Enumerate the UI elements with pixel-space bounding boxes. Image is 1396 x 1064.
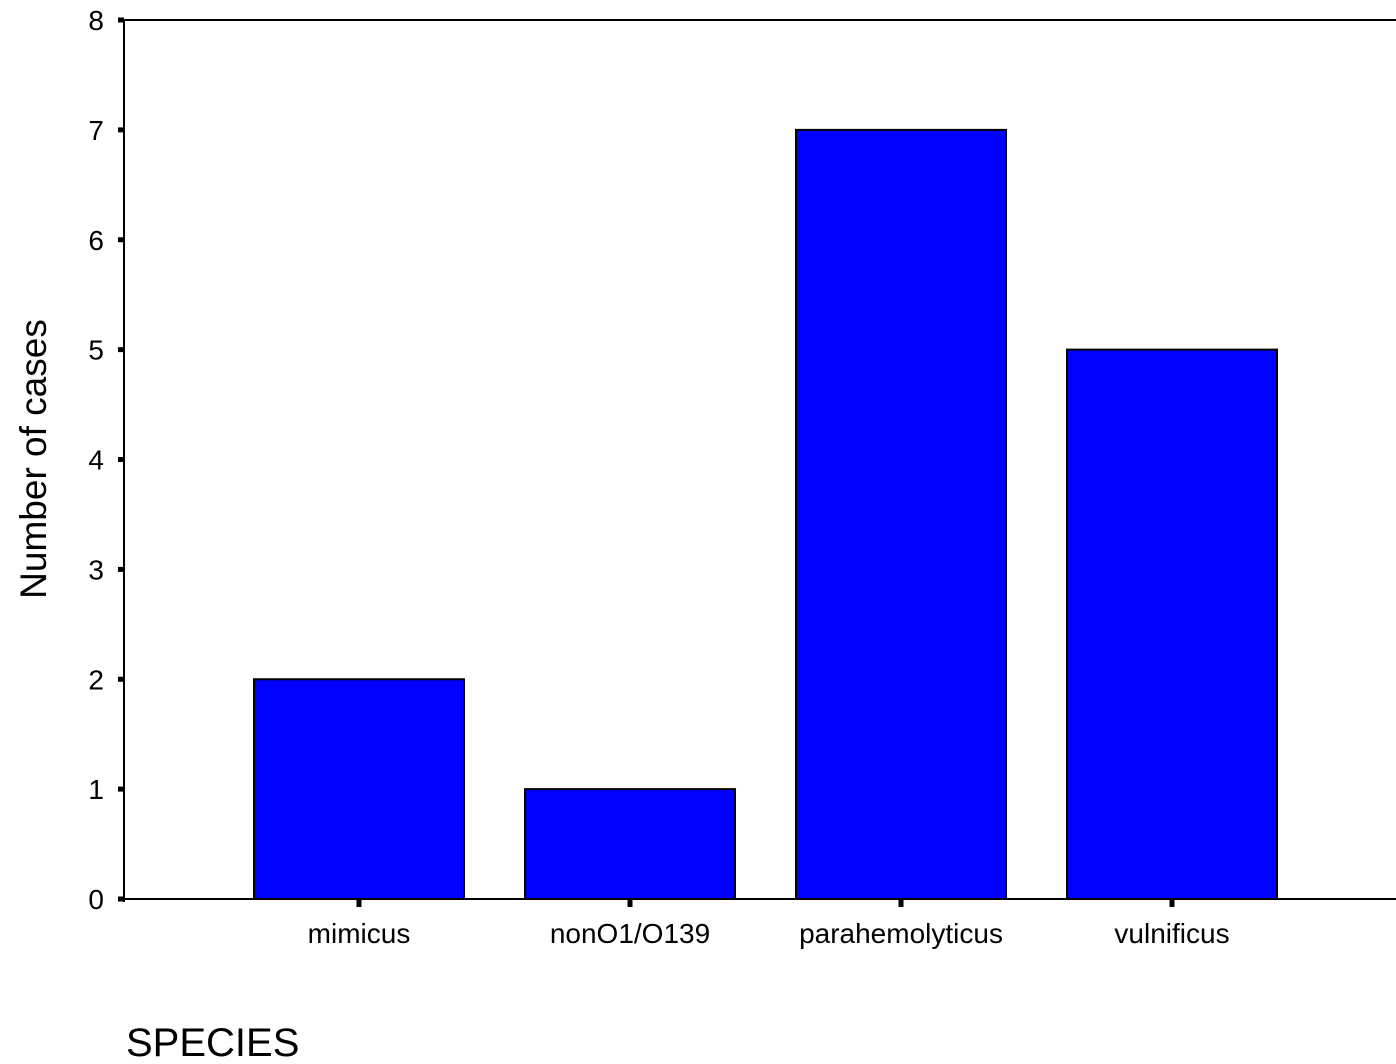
y-tick: [118, 786, 124, 792]
x-axis-title: SPECIES: [126, 1021, 299, 1064]
y-tick-label: 8: [88, 5, 104, 36]
y-axis-title: Number of cases: [13, 319, 54, 599]
x-tick-label: mimicus: [308, 918, 411, 949]
y-tick-label: 7: [88, 115, 104, 146]
y-tick: [118, 566, 124, 572]
x-tick-label: vulnificus: [1114, 918, 1229, 949]
x-tick-label: parahemolyticus: [799, 918, 1003, 949]
y-tick: [118, 676, 124, 682]
x-tick-label: nonO1/O139: [550, 918, 710, 949]
x-tick-labels: mimicus nonO1/O139 parahemolyticus vulnific…: [308, 918, 1230, 949]
bar-vulnificus: [1066, 348, 1278, 900]
bar-parahemolyticus: [795, 128, 1007, 900]
x-tick: [898, 899, 904, 907]
y-tick-labels: 0 1 2 3 4 5 6 7 8: [88, 5, 104, 915]
bar-nono1-o139: [524, 788, 736, 900]
y-tick-label: 5: [88, 335, 104, 366]
y-tick-label: 6: [88, 225, 104, 256]
x-tick: [356, 899, 362, 907]
y-tick: [118, 347, 124, 353]
x-tick: [1169, 899, 1175, 907]
y-tick: [118, 896, 124, 902]
y-tick-label: 4: [88, 445, 104, 476]
y-tick-label: 1: [88, 774, 104, 805]
y-tick: [118, 127, 124, 133]
y-tick: [118, 17, 124, 23]
axes: [118, 17, 1396, 907]
y-tick-label: 3: [88, 554, 104, 585]
y-tick-label: 2: [88, 664, 104, 695]
bars: [253, 128, 1278, 900]
y-tick-label: 0: [88, 884, 104, 915]
y-tick: [118, 237, 124, 243]
y-tick: [118, 457, 124, 462]
x-tick: [627, 899, 633, 907]
bar-mimicus: [253, 678, 465, 900]
